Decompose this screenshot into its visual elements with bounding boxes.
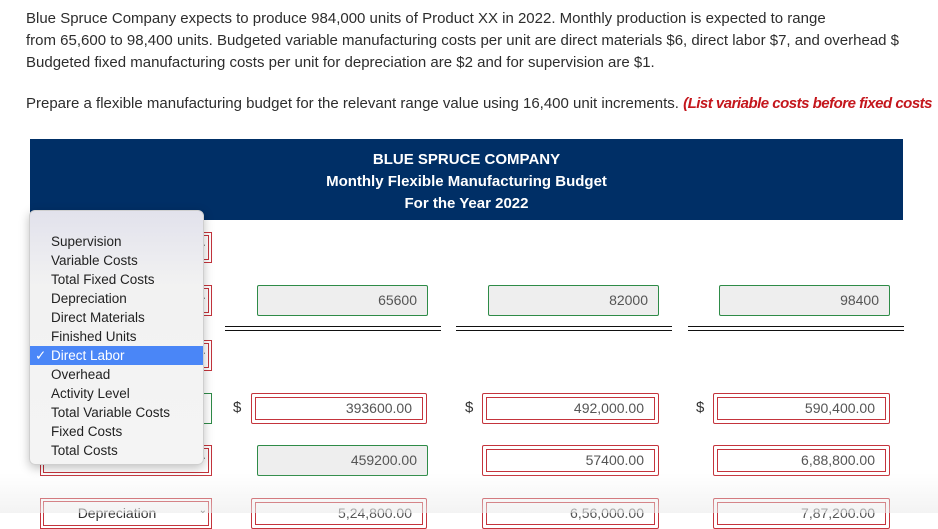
amount-input[interactable]: 590,400.00 <box>713 393 890 424</box>
dropdown-option[interactable]: Finished Units <box>51 329 137 344</box>
amount-input[interactable]: 6,56,000.00 <box>482 498 659 529</box>
amount-input[interactable]: 57400.00 <box>482 445 659 476</box>
dropdown-option[interactable]: Variable Costs <box>51 253 138 268</box>
row-label-select[interactable]: Depreciation ⌄ <box>40 498 212 529</box>
dropdown-option[interactable]: Total Fixed Costs <box>51 272 155 287</box>
instruction-text: Prepare a flexible manufacturing budget … <box>26 95 679 112</box>
instruction-note: (List variable costs before fixed costs <box>683 95 933 112</box>
double-underline <box>688 326 904 331</box>
amount-input[interactable]: 7,87,200.00 <box>713 498 890 529</box>
amount-input[interactable]: 98400 <box>719 285 890 316</box>
amount-input[interactable]: 492,000.00 <box>482 393 659 424</box>
dropdown-option[interactable]: Activity Level <box>51 386 130 401</box>
budget-header: BLUE SPRUCE COMPANY Monthly Flexible Man… <box>30 139 903 220</box>
option-label: Direct Labor <box>51 348 125 363</box>
company-name: BLUE SPRUCE COMPANY <box>372 151 561 168</box>
amount-input[interactable]: 459200.00 <box>257 445 428 476</box>
question-text: Blue Spruce Company expects to produce 9… <box>26 8 938 74</box>
dropdown-menu: Supervision Variable Costs Total Fixed C… <box>29 210 204 465</box>
double-underline <box>225 326 441 331</box>
dropdown-option[interactable]: Supervision <box>51 234 122 249</box>
select-value: Depreciation <box>77 505 157 521</box>
amount-input[interactable]: 65600 <box>257 285 428 316</box>
dollar-sign: $ <box>696 399 705 416</box>
budget-period: For the Year 2022 <box>404 195 529 212</box>
amount-input[interactable]: 393600.00 <box>251 393 427 424</box>
dropdown-option[interactable]: Total Costs <box>51 443 118 458</box>
double-underline <box>456 326 672 331</box>
amount-input[interactable]: 5,24,800.00 <box>251 498 427 529</box>
question-line: Blue Spruce Company expects to produce 9… <box>26 10 826 27</box>
dollar-sign: $ <box>465 399 474 416</box>
instruction: Prepare a flexible manufacturing budget … <box>26 95 933 112</box>
dropdown-option[interactable]: Total Variable Costs <box>51 405 171 420</box>
question-line: Budgeted fixed manufacturing costs per u… <box>26 54 655 71</box>
question-line: from 65,600 to 98,400 units. Budgeted va… <box>26 32 900 49</box>
dollar-sign: $ <box>233 399 242 416</box>
budget-title: Monthly Flexible Manufacturing Budget <box>326 173 607 190</box>
checkmark-icon: ✓ <box>35 348 47 363</box>
amount-input[interactable]: 82000 <box>488 285 659 316</box>
dropdown-option[interactable]: Depreciation <box>51 291 127 306</box>
dropdown-option[interactable]: Overhead <box>51 367 111 382</box>
amount-input[interactable]: 6,88,800.00 <box>713 445 890 476</box>
dropdown-option[interactable]: Fixed Costs <box>51 424 123 439</box>
dropdown-option-selected[interactable]: ✓ Direct Labor <box>30 346 203 365</box>
dropdown-option[interactable]: Direct Materials <box>51 310 145 325</box>
chevron-down-icon: ⌄ <box>198 505 207 516</box>
